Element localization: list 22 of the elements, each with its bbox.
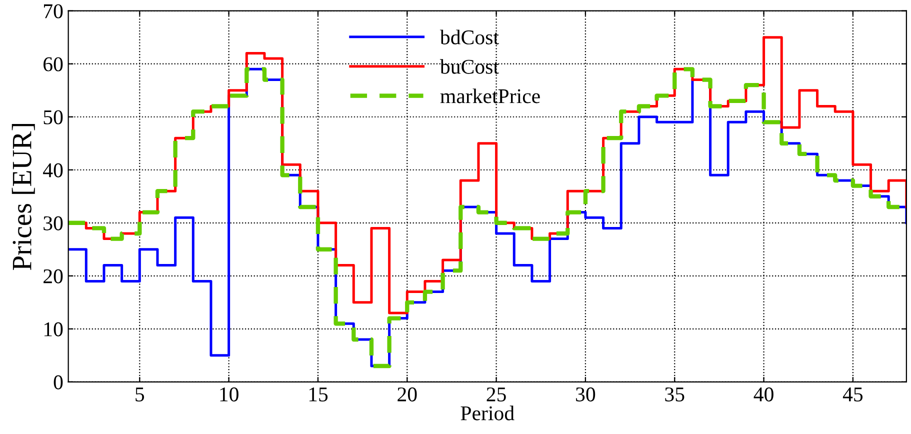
x-tick-label: 5 bbox=[136, 388, 144, 402]
x-tick-label: 45 bbox=[842, 388, 863, 402]
y-tick-label: 30 bbox=[44, 216, 63, 230]
legend-label: bdCost bbox=[440, 30, 499, 44]
y-tick-label: 50 bbox=[44, 110, 63, 124]
y-tick-label: 0 bbox=[54, 375, 63, 390]
y-tick-label: 10 bbox=[44, 322, 63, 336]
y-tick-label: 40 bbox=[43, 163, 63, 178]
y-tick-label: 70 bbox=[44, 4, 63, 18]
x-tick-label: 20 bbox=[398, 387, 417, 402]
x-tick-label: 25 bbox=[486, 387, 506, 402]
y-axis-title: Prices [EUR] bbox=[12, 124, 35, 270]
x-tick-label: 10 bbox=[220, 387, 238, 402]
y-tick-label: 60 bbox=[44, 57, 63, 72]
x-axis-title: Period bbox=[460, 406, 514, 420]
x-tick-label: 40 bbox=[754, 387, 774, 402]
x-tick-label: 35 bbox=[665, 387, 684, 402]
y-tick-label: 20 bbox=[44, 269, 63, 284]
x-tick-label: 15 bbox=[309, 387, 328, 402]
x-tick-label: 30 bbox=[576, 387, 596, 402]
legend-label: marketPrice bbox=[440, 88, 540, 104]
legend-label: buCost bbox=[440, 59, 499, 74]
